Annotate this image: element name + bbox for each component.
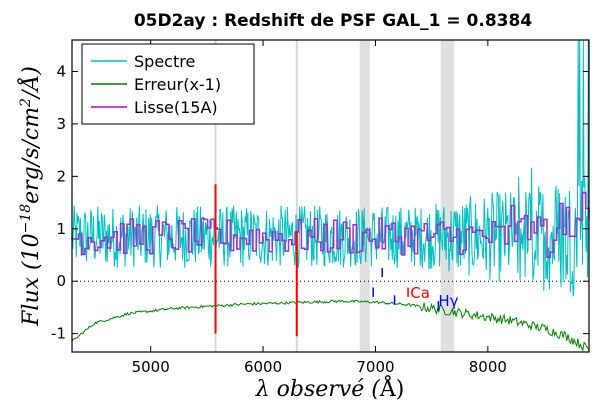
- x-label-main: λ observé (: [255, 377, 381, 400]
- y-label-main: Flux (10: [19, 233, 44, 326]
- series-layer: [71, 39, 590, 352]
- legend-label-erreur: Erreur(x-1): [134, 75, 221, 94]
- red-spikes: [214, 184, 298, 337]
- legend-label-lisse: Lisse(15A): [134, 98, 218, 117]
- annotation-1: Hγ: [438, 292, 458, 310]
- annotations: Ca Hγ: [410, 284, 458, 310]
- series-erreur: [71, 299, 590, 352]
- y-axis-label: Flux (10−18erg/s/cm2/Å): [16, 66, 44, 327]
- y-label-close: /Å): [16, 66, 44, 100]
- series-lisse: [71, 191, 590, 259]
- annotation-0: Ca: [410, 284, 430, 302]
- legend-label-spectre: Spectre: [134, 52, 195, 71]
- shaded-band-1: [440, 40, 455, 352]
- legend: Spectre Erreur(x-1) Lisse(15A): [81, 43, 255, 125]
- y-label-units: erg/s/cm: [19, 107, 44, 204]
- x-label-unit: Å: [379, 374, 397, 400]
- shaded-band-0: [359, 40, 370, 352]
- x-tick-label-0: 5000: [132, 358, 170, 376]
- y-tick-label-5: 4: [56, 62, 66, 80]
- x-tick-label-1: 6000: [244, 358, 282, 376]
- y-tick-label-1: 0: [56, 272, 66, 290]
- chart-title: 05D2ay : Redshift de PSF GAL_1 = 0.8384: [134, 11, 533, 31]
- x-axis-label: λ observé (Å): [255, 374, 405, 400]
- y-label-cm-exponent: 2: [18, 98, 34, 108]
- x-tick-label-3: 8000: [469, 358, 507, 376]
- plot-frame: [71, 39, 590, 353]
- series-spectre: [71, 39, 590, 297]
- shaded-bands: [359, 40, 455, 352]
- y-tick-label-0: -1: [51, 325, 66, 343]
- x-axis-ticks: 5000 6000 7000 8000: [132, 40, 507, 376]
- y-label-exponent: −18: [18, 204, 34, 234]
- x-label-close: ): [396, 377, 405, 400]
- y-axis-ticks: -1 0 1 2 3 4: [51, 62, 589, 343]
- y-tick-label-2: 1: [56, 220, 66, 238]
- y-tick-label-3: 2: [56, 167, 66, 185]
- y-tick-label-4: 3: [56, 115, 66, 133]
- x-tick-label-2: 7000: [356, 358, 394, 376]
- line-markers: [372, 268, 440, 311]
